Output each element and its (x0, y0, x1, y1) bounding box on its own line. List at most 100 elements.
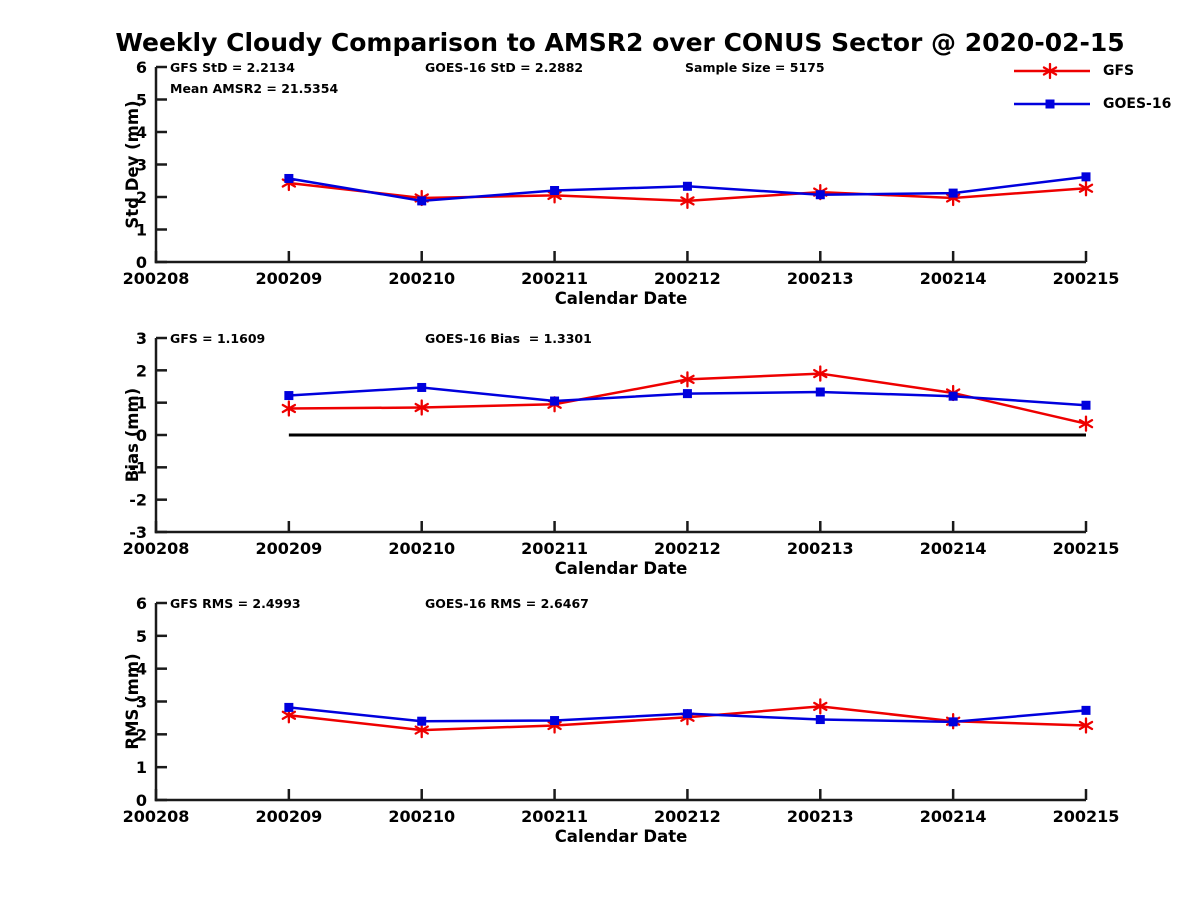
legend-item-gfs: GFS (1012, 60, 1171, 82)
annotation-text: GFS StD = 2.2134 (170, 60, 295, 75)
data-point-goes-16 (550, 396, 560, 406)
data-point-goes-16 (550, 186, 560, 195)
legend-marker (1045, 99, 1055, 109)
data-point-goes-16 (284, 702, 294, 712)
x-tick-label: 200214 (920, 539, 987, 558)
y-tick-label: 1 (136, 221, 147, 240)
x-tick-label: 200211 (521, 539, 588, 558)
asterisk-spoke (813, 368, 828, 379)
x-tick-label: 200212 (654, 269, 721, 288)
x-tick-label: 200210 (388, 269, 455, 288)
y-tick-label: 1 (136, 394, 147, 413)
legend-item-goes16: GOES-16 (1012, 93, 1171, 115)
goes16-line-marker-icon (1014, 99, 1090, 109)
x-tick-label: 200215 (1053, 539, 1120, 558)
annotation-text: GFS = 1.1609 (170, 331, 265, 346)
asterisk-spoke (680, 196, 695, 206)
data-point-gfs (414, 399, 429, 416)
data-point-goes-16 (417, 196, 427, 206)
x-tick-label: 200209 (255, 807, 322, 826)
data-point-gfs (680, 371, 695, 388)
legend-marker (1042, 62, 1058, 80)
data-point-goes-16 (284, 173, 294, 183)
y-axis-label: Bias (mm) (123, 388, 142, 482)
asterisk-spoke (414, 725, 429, 735)
legend: GFS GOES-16 (1012, 60, 1171, 126)
annotation-text: GOES-16 Bias = 1.3301 (425, 331, 592, 346)
annotation-text: GOES-16 StD = 2.2882 (425, 60, 583, 75)
data-point-goes-16 (682, 389, 692, 399)
data-point-goes-16 (417, 382, 427, 392)
y-tick-label: -3 (129, 523, 147, 542)
x-tick-label: 200208 (123, 269, 190, 288)
data-point-goes-16 (1081, 172, 1091, 182)
data-point-goes-16 (682, 181, 692, 191)
y-tick-label: 0 (136, 791, 147, 810)
data-point-goes-16 (815, 715, 825, 725)
chart-panel-rms-mm: 0 1 2 3 4 5 6 200208 200209 200210 200211 200212 200… (123, 594, 1120, 846)
asterisk-spoke (414, 402, 429, 413)
y-tick-label: -1 (129, 458, 147, 477)
chart-panel-bias-mm: -3 -2 -1 0 1 2 3 200208 200209 200210 200211 200212… (123, 329, 1120, 578)
asterisk-spoke (1078, 183, 1094, 193)
y-tick-label: 2 (136, 725, 147, 744)
annotation-text: Mean AMSR2 = 21.5354 (170, 81, 338, 96)
asterisk-spoke (281, 710, 297, 720)
y-tick-label: -2 (129, 491, 147, 510)
annotation-text: Sample Size = 5175 (685, 60, 825, 75)
x-tick-label: 200209 (255, 269, 322, 288)
data-point-goes-16 (948, 391, 958, 401)
data-point-goes-16 (815, 387, 825, 397)
data-point-gfs (813, 698, 828, 715)
x-tick-label: 200213 (787, 269, 854, 288)
data-point-goes-16 (284, 391, 294, 401)
x-axis-label: Calendar Date (555, 559, 688, 578)
y-tick-label: 1 (136, 758, 147, 777)
y-tick-label: 3 (136, 156, 147, 175)
x-tick-label: 200215 (1053, 269, 1120, 288)
data-point-goes-16 (815, 190, 825, 200)
y-tick-label: 5 (136, 91, 147, 110)
y-tick-label: 4 (136, 123, 147, 142)
data-point-gfs (813, 365, 828, 382)
y-tick-label: 2 (136, 188, 147, 207)
page-title: Weekly Cloudy Comparison to AMSR2 over C… (115, 28, 1125, 57)
y-tick-label: 6 (136, 594, 147, 613)
x-tick-label: 200209 (255, 539, 322, 558)
asterisk-spoke (1078, 419, 1094, 429)
gfs-line-marker-icon (1014, 62, 1090, 80)
y-tick-label: 5 (136, 627, 147, 646)
y-tick-label: 6 (136, 58, 147, 77)
data-point-goes-16 (417, 716, 427, 726)
x-tick-label: 200214 (920, 269, 987, 288)
annotation-text: GOES-16 RMS = 2.6467 (425, 596, 589, 611)
data-point-gfs (1078, 415, 1094, 432)
chart-panel-std-dev-mm: 0 1 2 3 4 5 6 200208 200209 200210 200211 200212 200… (123, 58, 1120, 308)
data-point-goes-16 (1081, 400, 1091, 410)
annotation-text: GFS RMS = 2.4993 (170, 596, 301, 611)
x-tick-label: 200214 (920, 807, 987, 826)
x-tick-label: 200213 (787, 807, 854, 826)
data-point-goes-16 (682, 709, 692, 719)
x-tick-label: 200208 (123, 807, 190, 826)
data-point-gfs (680, 192, 695, 210)
y-tick-label: 2 (136, 361, 147, 380)
x-tick-label: 200210 (388, 807, 455, 826)
x-axis-label: Calendar Date (555, 289, 688, 308)
data-point-goes-16 (550, 716, 560, 726)
y-axis-label: RMS (mm) (123, 653, 142, 749)
x-tick-label: 200212 (654, 539, 721, 558)
x-tick-label: 200211 (521, 269, 588, 288)
data-point-gfs (1078, 717, 1094, 734)
data-point-goes-16 (948, 188, 958, 198)
x-axis-label: Calendar Date (555, 827, 688, 846)
y-tick-label: 0 (136, 426, 147, 445)
x-tick-label: 200215 (1053, 807, 1120, 826)
data-point-gfs (281, 400, 297, 417)
x-tick-label: 200212 (654, 807, 721, 826)
data-point-gfs (1078, 180, 1094, 197)
asterisk-spoke (813, 701, 828, 712)
asterisk-spoke (1042, 66, 1058, 76)
y-tick-label: 3 (136, 693, 147, 712)
